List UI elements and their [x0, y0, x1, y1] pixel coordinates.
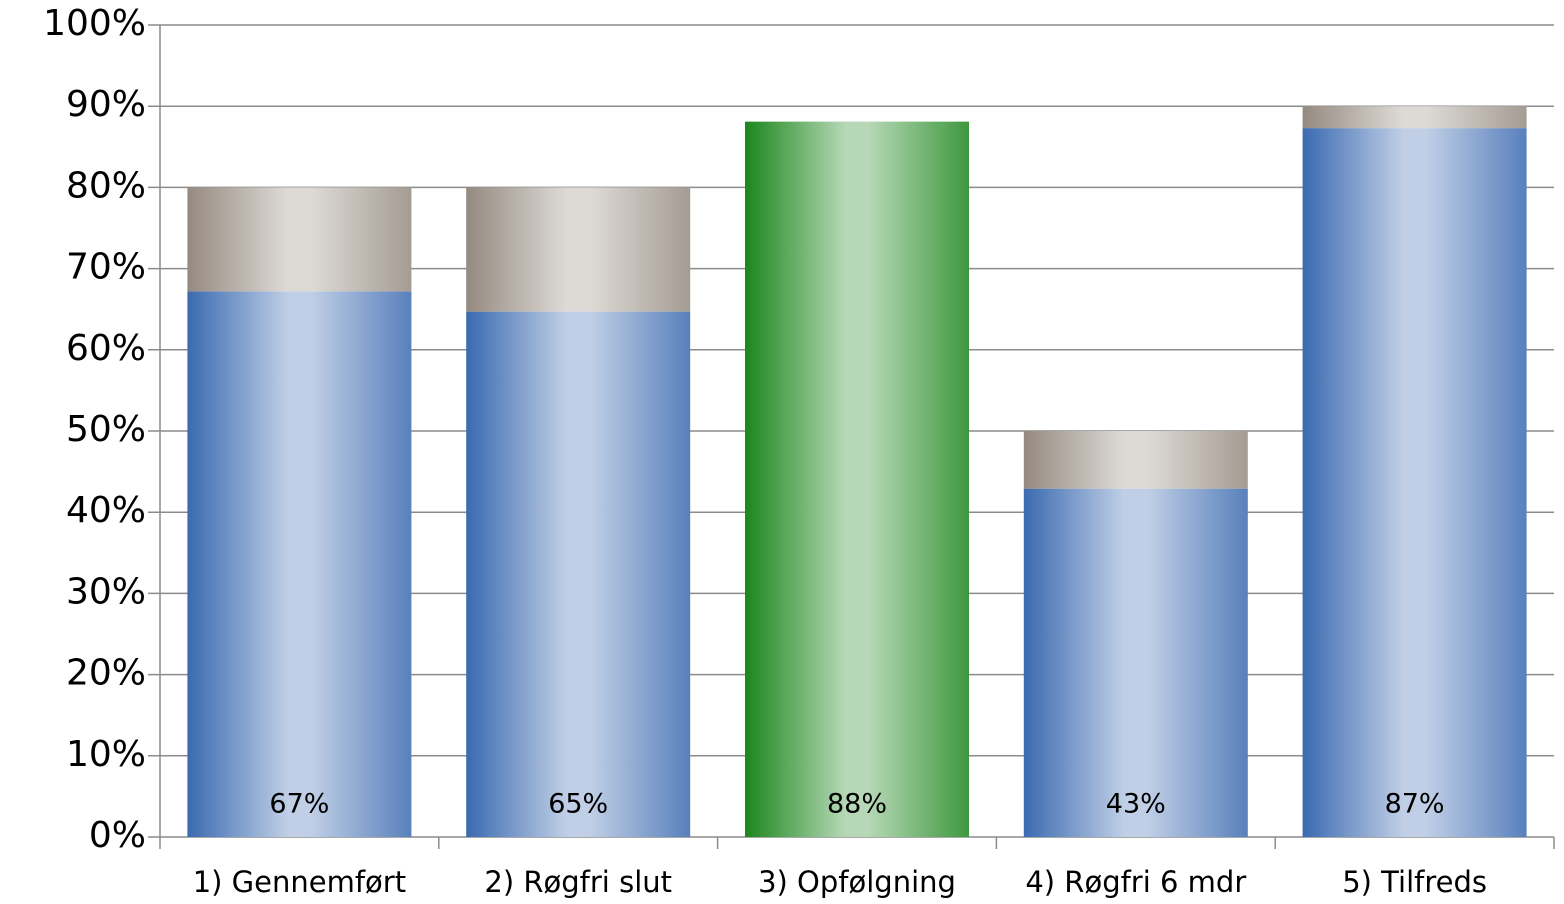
data-label: 67%: [269, 789, 329, 820]
x-tick-label: 4) Røgfri 6 mdr: [1025, 865, 1246, 899]
bar-segment: [745, 121, 969, 838]
y-tick-label: 60%: [66, 328, 146, 369]
bar-segment: [466, 311, 691, 837]
bar-segment: [1023, 488, 1248, 837]
y-tick-label: 80%: [66, 165, 146, 206]
y-tick-label: 20%: [66, 653, 146, 694]
bar-segment: [1302, 106, 1527, 129]
data-label: 87%: [1385, 789, 1445, 820]
bar-segment: [466, 187, 691, 312]
x-tick-label: 3) Opfølgning: [758, 865, 956, 899]
bar-segment: [1023, 431, 1248, 489]
bar-segment: [187, 187, 412, 292]
data-label: 88%: [827, 789, 887, 820]
data-label: 43%: [1106, 789, 1166, 820]
y-tick-label: 70%: [66, 247, 146, 288]
x-tick-label: 1) Gennemført: [193, 865, 406, 899]
bar-segment: [187, 291, 412, 837]
y-tick-label: 100%: [43, 3, 146, 44]
x-tick-label: 5) Tilfreds: [1342, 865, 1487, 899]
x-tick-label: 2) Røgfri slut: [484, 865, 672, 899]
y-tick-label: 40%: [66, 490, 146, 531]
y-tick-label: 30%: [66, 571, 146, 612]
data-label: 65%: [548, 789, 608, 820]
y-tick-label: 90%: [66, 84, 146, 125]
y-tick-label: 0%: [89, 815, 146, 856]
y-tick-label: 10%: [66, 734, 146, 775]
y-tick-label: 50%: [66, 409, 146, 450]
bar-segment: [1302, 128, 1527, 837]
